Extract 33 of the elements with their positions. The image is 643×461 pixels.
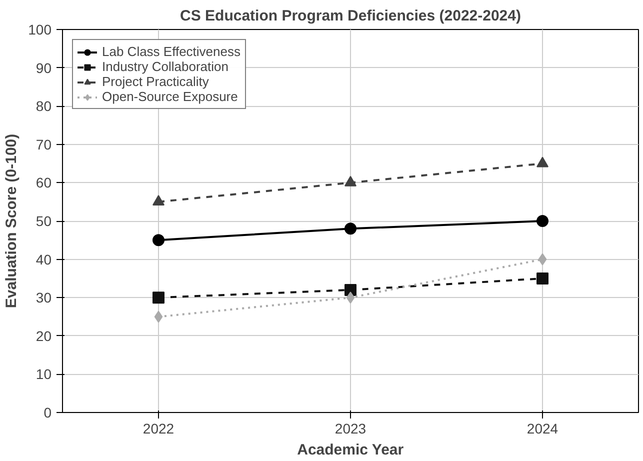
- y-tick-label: 100: [28, 22, 52, 38]
- y-tick-label: 30: [36, 290, 52, 306]
- point: [344, 176, 356, 186]
- point: [536, 215, 548, 227]
- point: [344, 284, 356, 296]
- y-tick-label: 70: [36, 136, 52, 152]
- point: [152, 195, 164, 206]
- y-tick-label: 0: [44, 404, 52, 420]
- x-tick-label: 2022: [142, 420, 174, 436]
- y-tick-label: 20: [36, 328, 52, 344]
- point: [536, 156, 548, 168]
- x-tick-label: 2023: [334, 420, 366, 436]
- y-tick-label: 80: [36, 98, 52, 114]
- point: [346, 292, 355, 304]
- legend-label: Project Practicality: [102, 74, 209, 89]
- legend-label: Open-Source Exposure: [102, 89, 238, 104]
- point: [154, 310, 163, 323]
- legend-label: Lab Class Effectiveness: [102, 44, 240, 59]
- y-tick-label: 90: [36, 60, 52, 76]
- legend-label: Industry Collaboration: [102, 59, 228, 74]
- point: [152, 234, 164, 246]
- y-axis-title: Evaluation Score (0-100): [3, 134, 20, 308]
- y-tick-label: 10: [36, 366, 52, 382]
- x-axis-title: Academic Year: [297, 442, 404, 458]
- x-tick-label: 2024: [526, 420, 558, 436]
- chart-title: CS Education Program Deficiencies (2022-2024): [180, 8, 521, 24]
- point: [152, 292, 164, 304]
- y-tick-label: 50: [36, 213, 52, 229]
- point: [536, 272, 548, 284]
- y-tick-label: 40: [36, 251, 52, 268]
- point: [344, 222, 356, 235]
- point: [538, 253, 547, 266]
- y-tick-label: 60: [36, 174, 52, 191]
